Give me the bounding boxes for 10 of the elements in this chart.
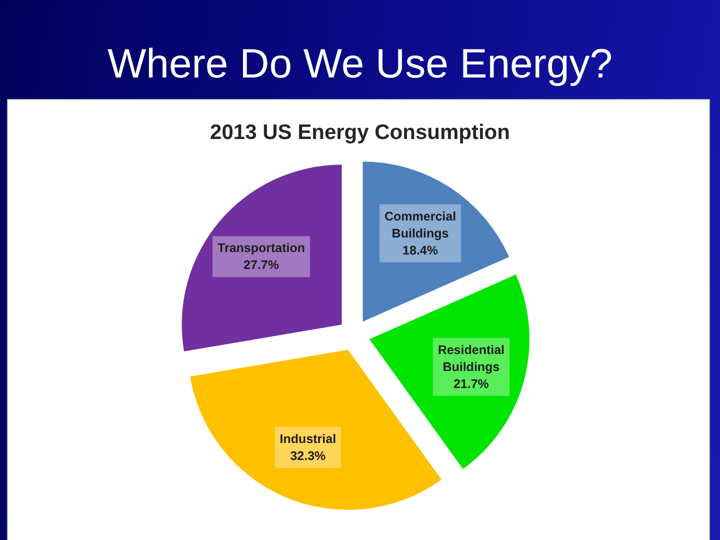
chart-title: Where Do We Use Energy? [107,40,613,86]
chart-subtitle: 2013 US Energy Consumption [210,121,510,144]
slice-label: Commercial Buildings [384,209,456,240]
slice-label: Industrial [280,432,336,446]
slice-label: Residential Buildings [438,342,505,374]
data-label: 27.7% [244,258,279,272]
data-label: 21.7% [453,376,489,391]
data-label: 32.3% [290,448,326,463]
data-label: 18.4% [402,243,438,258]
slice-label: Transportation [217,241,306,256]
